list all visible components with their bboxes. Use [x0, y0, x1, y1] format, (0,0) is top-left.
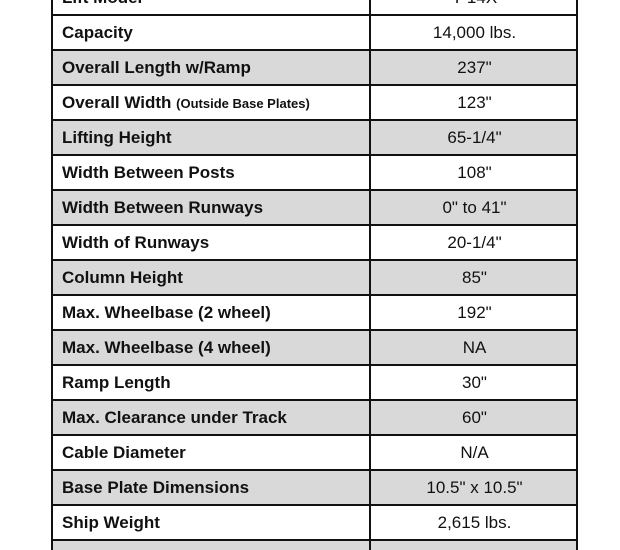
row-value: 123" — [369, 86, 578, 119]
label-text: Lift Model — [62, 0, 142, 7]
table-row: Overall Width (Outside Base Plates) 123" — [51, 84, 578, 119]
row-label: Width Between Runways — [62, 191, 263, 224]
row-label: Width Between Posts — [62, 156, 235, 189]
label-text: Overall Width — [62, 93, 172, 112]
table-row: Power 220V - 30 Amp - 1PH — [51, 539, 578, 550]
row-value: 85" — [369, 261, 578, 294]
label-text: Max. Wheelbase (4 wheel) — [62, 338, 271, 357]
label-text: Ship Weight — [62, 513, 160, 532]
table-row: Max. Clearance under Track 60" — [51, 399, 578, 434]
table-row: Width Between Runways 0" to 41" — [51, 189, 578, 224]
table-row: Column Height 85" — [51, 259, 578, 294]
table-row: Width of Runways 20-1/4" — [51, 224, 578, 259]
table-row: Cable Diameter N/A — [51, 434, 578, 469]
row-value: 237" — [369, 51, 578, 84]
table-row: Max. Wheelbase (4 wheel) NA — [51, 329, 578, 364]
row-label: Overall Length w/Ramp — [62, 51, 251, 84]
row-value: 220V - 30 Amp - 1PH — [369, 541, 578, 550]
label-text: Width of Runways — [62, 233, 210, 252]
label-text: Capacity — [62, 23, 133, 42]
row-label: Max. Clearance under Track — [62, 401, 287, 434]
row-label: Ship Weight — [62, 506, 160, 539]
row-value: 192" — [369, 296, 578, 329]
row-value: NA — [369, 331, 578, 364]
row-label: Overall Width (Outside Base Plates) — [62, 86, 310, 119]
row-value: 20-1/4" — [369, 226, 578, 259]
row-value: 60" — [369, 401, 578, 434]
label-text: Width Between Runways — [62, 198, 264, 217]
row-label: Cable Diameter — [62, 436, 186, 469]
row-label: Ramp Length — [62, 366, 171, 399]
row-value: 14,000 lbs. — [369, 16, 578, 49]
row-label: Max. Wheelbase (2 wheel) — [62, 296, 271, 329]
label-text: Ramp Length — [62, 373, 171, 392]
row-label: Capacity — [62, 16, 133, 49]
table-row: Width Between Posts 108" — [51, 154, 578, 189]
spec-table: Lift ModelT-14XCapacity14,000 lbs.Overal… — [51, 0, 578, 550]
row-value: 0" to 41" — [369, 191, 578, 224]
label-text: Lifting Height — [62, 128, 172, 147]
table-row: Lifting Height 65-1/4" — [51, 119, 578, 154]
row-value: 65-1/4" — [369, 121, 578, 154]
label-note: (Outside Base Plates) — [176, 96, 310, 111]
label-text: Cable Diameter — [62, 443, 186, 462]
row-value: 10.5" x 10.5" — [369, 471, 578, 504]
label-text: Max. Wheelbase (2 wheel) — [62, 303, 271, 322]
table-row: Ship Weight 2,615 lbs. — [51, 504, 578, 539]
label-text: Max. Clearance under Track — [62, 408, 287, 427]
table-row: Max. Wheelbase (2 wheel) 192" — [51, 294, 578, 329]
row-label: Lifting Height — [62, 121, 172, 154]
row-label: Lift Model — [62, 0, 142, 14]
row-value: N/A — [369, 436, 578, 469]
row-value: 108" — [369, 156, 578, 189]
table-row: Ramp Length 30" — [51, 364, 578, 399]
row-value: 2,615 lbs. — [369, 506, 578, 539]
row-label: Base Plate Dimensions — [62, 471, 249, 504]
row-label: Width of Runways — [62, 226, 209, 259]
label-text: Column Height — [62, 268, 183, 287]
label-text: Base Plate Dimensions — [62, 478, 250, 497]
row-label: Max. Wheelbase (4 wheel) — [62, 331, 271, 364]
label-text: Width Between Posts — [62, 163, 235, 182]
row-value: 30" — [369, 366, 578, 399]
row-value: T-14X — [369, 0, 578, 14]
label-text: Overall Length w/Ramp — [62, 58, 251, 77]
table-row: Overall Length w/Ramp 237" — [51, 49, 578, 84]
table-row: Base Plate Dimensions 10.5" x 10.5" — [51, 469, 578, 504]
table-row: Lift Model T-14X — [51, 0, 578, 14]
row-label: Column Height — [62, 261, 183, 294]
row-label: Power — [62, 541, 113, 550]
label-text: Power — [62, 548, 113, 550]
table-row: Capacity 14,000 lbs. — [51, 14, 578, 49]
